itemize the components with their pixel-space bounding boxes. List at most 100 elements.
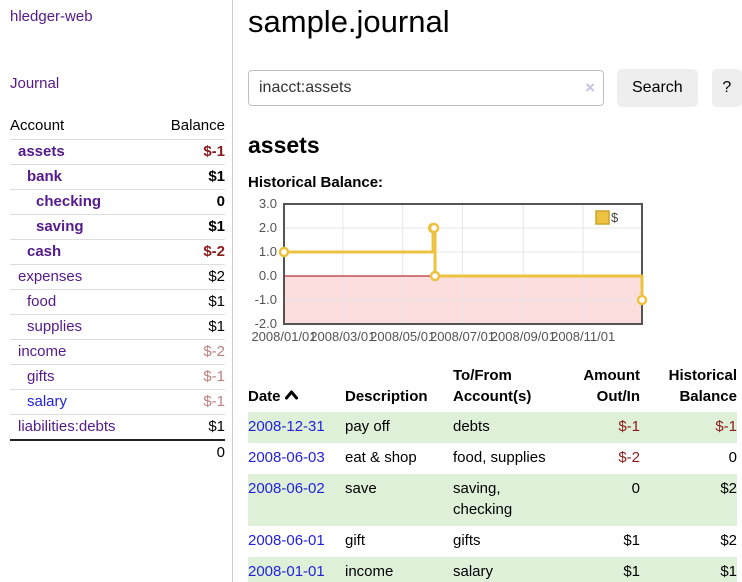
- account-rows: assets $-1 bank $1 checking 0 saving $1 cash $-2 e…: [10, 139, 225, 439]
- transaction-balance-cell: $-1: [715, 418, 737, 435]
- sidebar: hledger-web Journal Account Balance asse…: [0, 0, 233, 582]
- sort-ascending-icon: [284, 385, 298, 406]
- sidebar-account-salary[interactable]: salary: [27, 393, 68, 410]
- help-button[interactable]: ?: [711, 69, 742, 107]
- account-row: assets $-1: [10, 139, 225, 164]
- svg-text:-1.0: -1.0: [255, 292, 277, 307]
- account-balance: $1: [208, 318, 225, 335]
- sidebar-account-bank[interactable]: bank: [27, 168, 63, 185]
- account-row: saving $1: [10, 214, 225, 239]
- transaction-description-cell: gift: [345, 532, 366, 549]
- transaction-balance-cell: $2: [720, 480, 737, 497]
- account-balance: 0: [216, 193, 225, 210]
- sidebar-account-liabilities-debts[interactable]: liabilities:debts: [18, 418, 116, 435]
- transaction-amount-cell: $1: [623, 563, 640, 580]
- transaction-description-cell: pay off: [345, 418, 390, 435]
- transaction-row: 2008-12-31 pay off debts $-1 $-1: [248, 412, 737, 443]
- account-balance: $-2: [203, 243, 225, 260]
- svg-text:2008/03/01: 2008/03/01: [310, 329, 375, 344]
- account-row: food $1: [10, 289, 225, 314]
- transaction-accounts-cell: salary: [453, 563, 494, 580]
- transaction-accounts-cell: food, supplies: [453, 449, 546, 466]
- accounts-column-header: To/From Account(s): [453, 367, 532, 405]
- clear-search-icon[interactable]: ×: [585, 78, 595, 97]
- transaction-date-cell: 2008-06-03: [248, 443, 345, 474]
- transaction-balance-cell: 0: [728, 449, 737, 466]
- account-balance: $-1: [203, 368, 225, 385]
- svg-text:3.0: 3.0: [259, 198, 277, 211]
- search-button[interactable]: Search: [617, 69, 698, 107]
- account-balance: $-1: [203, 143, 225, 160]
- transaction-row: 2008-06-01 gift gifts $1 $2: [248, 526, 737, 557]
- svg-text:2008/07/01: 2008/07/01: [430, 329, 495, 344]
- sidebar-item-journal[interactable]: Journal: [10, 75, 60, 92]
- account-row: supplies $1: [10, 314, 225, 339]
- accounts-table: Account Balance assets $-1 bank $1 checking 0…: [10, 114, 225, 465]
- account-row: expenses $2: [10, 264, 225, 289]
- sidebar-account-gifts[interactable]: gifts: [27, 368, 55, 385]
- total-balance: 0: [216, 444, 225, 461]
- date-header-label: Date: [248, 388, 281, 405]
- transaction-description-cell: eat & shop: [345, 449, 417, 466]
- register-rows: 2008-12-31 pay off debts $-1 $-1 2008-06-03 ea…: [248, 412, 737, 582]
- svg-text:2008/11/01: 2008/11/01: [551, 329, 615, 344]
- search-form: × Search ?: [248, 69, 742, 107]
- chart-heading: Historical Balance:: [248, 174, 384, 191]
- account-row: cash $-2: [10, 239, 225, 264]
- account-row: checking 0: [10, 189, 225, 214]
- transaction-date-link[interactable]: 2008-06-02: [248, 480, 325, 497]
- account-balance: $-1: [203, 393, 225, 410]
- transaction-accounts-cell: debts: [453, 418, 490, 435]
- transaction-date-link[interactable]: 2008-12-31: [248, 418, 325, 435]
- description-column-header: Description: [345, 388, 428, 405]
- transaction-balance-cell: $1: [720, 563, 737, 580]
- transaction-description-cell: income: [345, 563, 394, 580]
- transaction-date-cell: 2008-06-01: [248, 526, 345, 557]
- transaction-row: 2008-06-02 save saving, checking 0 $2: [248, 474, 737, 526]
- account-row: salary $-1: [10, 389, 225, 414]
- transaction-date-cell: 2008-06-02: [248, 474, 345, 526]
- transaction-amount-cell: 0: [631, 480, 640, 497]
- accounts-table-header: Account Balance: [10, 114, 225, 139]
- historical-balance-chart: $3.0 2.0 1.0 0.0 -1.0 -2.02008/01/012008/03/0…: [251, 198, 648, 344]
- sidebar-account-checking[interactable]: checking: [36, 193, 102, 210]
- transaction-amount-cell: $-1: [618, 418, 640, 435]
- account-row: gifts $-1: [10, 364, 225, 389]
- search-input[interactable]: [248, 70, 604, 106]
- brand-link[interactable]: hledger-web: [10, 8, 93, 25]
- transaction-date-link[interactable]: 2008-01-01: [248, 563, 325, 580]
- sidebar-account-cash[interactable]: cash: [27, 243, 62, 260]
- account-balance: $-2: [203, 343, 225, 360]
- account-heading: assets: [248, 132, 320, 158]
- sidebar-account-assets[interactable]: assets: [18, 143, 65, 160]
- account-balance: $1: [208, 168, 225, 185]
- svg-text:2008/09/01: 2008/09/01: [491, 329, 556, 344]
- svg-text:-2.0: -2.0: [255, 316, 277, 331]
- transaction-date-link[interactable]: 2008-06-03: [248, 449, 325, 466]
- account-balance: $2: [208, 268, 225, 285]
- balance-column-header: Balance: [170, 117, 225, 134]
- transaction-amount-cell: $-2: [618, 449, 640, 466]
- transaction-date-cell: 2008-12-31: [248, 412, 345, 443]
- sidebar-account-food[interactable]: food: [27, 293, 57, 310]
- transaction-balance-cell: $2: [720, 532, 737, 549]
- svg-text:1.0: 1.0: [259, 244, 277, 259]
- transaction-row: 2008-06-03 eat & shop food, supplies $-2 0: [248, 443, 737, 474]
- transaction-accounts-cell: saving, checking: [453, 480, 513, 518]
- balance-column-header-main: Historical Balance: [668, 367, 737, 405]
- sidebar-account-income[interactable]: income: [18, 343, 67, 360]
- account-balance: $1: [208, 293, 225, 310]
- search-box: ×: [248, 70, 604, 106]
- accounts-total-row: 0: [10, 439, 225, 465]
- main-content: sample.journal × Search ? assets Histori…: [233, 0, 742, 582]
- account-row: liabilities:debts $1: [10, 414, 225, 439]
- sidebar-account-expenses[interactable]: expenses: [18, 268, 83, 285]
- register-header-row: Date Description To/From Account(s) Amou…: [248, 363, 737, 412]
- sidebar-account-saving[interactable]: saving: [36, 218, 84, 235]
- svg-text:$: $: [611, 210, 619, 225]
- transaction-date-link[interactable]: 2008-06-01: [248, 532, 325, 549]
- sidebar-account-supplies[interactable]: supplies: [27, 318, 83, 335]
- svg-text:2.0: 2.0: [259, 220, 277, 235]
- transaction-accounts-cell: gifts: [453, 532, 481, 549]
